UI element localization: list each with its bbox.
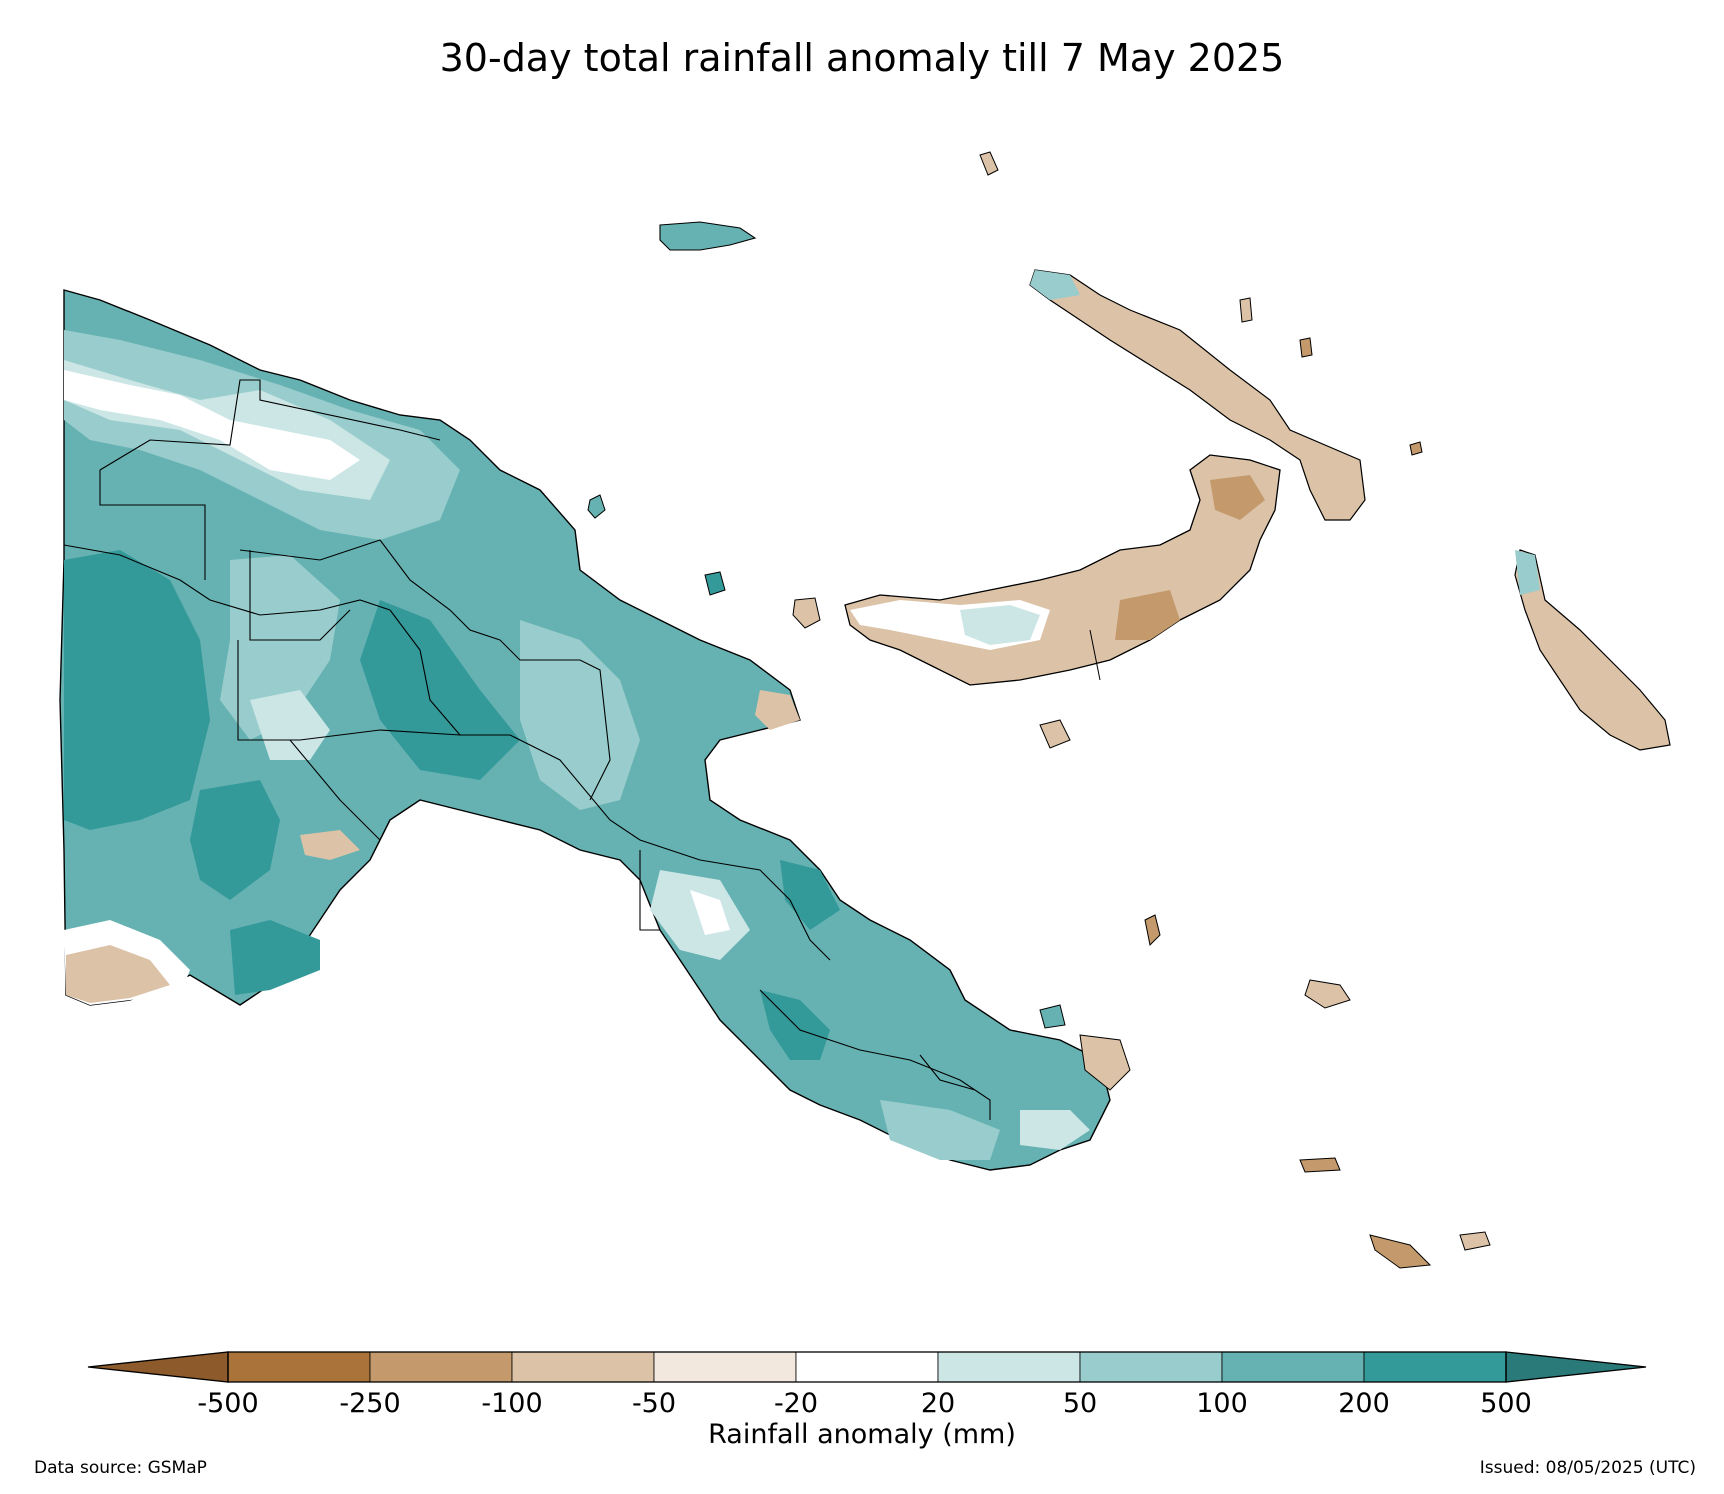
issued-date: Issued: 08/05/2025 (UTC) [1479, 1458, 1696, 1478]
zone-high-west [64, 550, 210, 830]
mainland [59, 289, 1111, 1171]
zone-high-south [190, 780, 280, 900]
colorbar-bins [227, 1351, 1507, 1383]
colorbar-tick-label: 100 [1196, 1388, 1248, 1419]
colorbar-bin-8 [1363, 1351, 1507, 1383]
colorbar-tick-label: -100 [481, 1388, 543, 1419]
province-borders [63, 379, 991, 1120]
colorbar-bin-1 [369, 1351, 513, 1383]
colorbar-below-min [88, 1352, 228, 1382]
nb-brown [1115, 590, 1180, 640]
zone-drier-southwest [66, 945, 170, 1003]
colorbar-tick-label: 20 [920, 1388, 956, 1419]
colorbar-bin-4 [795, 1351, 939, 1383]
colorbar-bin-5 [937, 1351, 1081, 1383]
zone-neutral-morobe [690, 890, 730, 935]
zone-neutral-north [64, 370, 360, 480]
nb-teal [960, 605, 1040, 645]
colorbar-bin-0 [227, 1351, 371, 1383]
nb-brown-east [1210, 475, 1265, 520]
colorbar-bin-6 [1079, 1351, 1223, 1383]
rainfall-map [59, 151, 1671, 1269]
manus-island [659, 221, 757, 251]
zone-high-east [780, 860, 840, 930]
data-source-note: Data source: GSMaP [34, 1458, 207, 1478]
colorbar [87, 1351, 1647, 1383]
zone-low-highlands [250, 690, 330, 760]
colorbar-tick-label: -250 [339, 1388, 401, 1419]
colorbar-bin-2 [511, 1351, 655, 1383]
zone-mid-east [520, 620, 640, 810]
colorbar-tick-label: -500 [197, 1388, 259, 1419]
colorbar-tick-label: -20 [773, 1388, 819, 1419]
zone-low-tip [1020, 1110, 1090, 1150]
zone-mid-tip [880, 1100, 1000, 1160]
zone-high-fly [230, 920, 320, 995]
colorbar-label: Rainfall anomaly (mm) [708, 1419, 1016, 1450]
colorbar-tick-label: 200 [1338, 1388, 1390, 1419]
colorbar-bin-3 [653, 1351, 797, 1383]
colorbar-above-max [1506, 1352, 1646, 1382]
colorbar-outline-right [1505, 1351, 1647, 1383]
colorbar-tick-label: 50 [1062, 1388, 1098, 1419]
map-title: 30-day total rainfall anomaly till 7 May… [439, 36, 1285, 80]
bougainville-north [1515, 550, 1540, 595]
zone-dry-madang [755, 690, 800, 730]
bougainville [1514, 549, 1671, 751]
new-britain [844, 454, 1281, 686]
small-islands [587, 151, 1491, 1269]
colorbar-tick-label: -50 [631, 1388, 677, 1419]
colorbar-bin-7 [1221, 1351, 1365, 1383]
new-ireland [1029, 269, 1366, 521]
colorbar-outline-left [87, 1351, 229, 1383]
zone-dry-gulf [300, 830, 360, 860]
colorbar-tick-label: 500 [1480, 1388, 1532, 1419]
nb-border [1089, 629, 1101, 681]
new-ireland-teal [1030, 270, 1080, 300]
new-ireland-shape [1029, 269, 1366, 521]
